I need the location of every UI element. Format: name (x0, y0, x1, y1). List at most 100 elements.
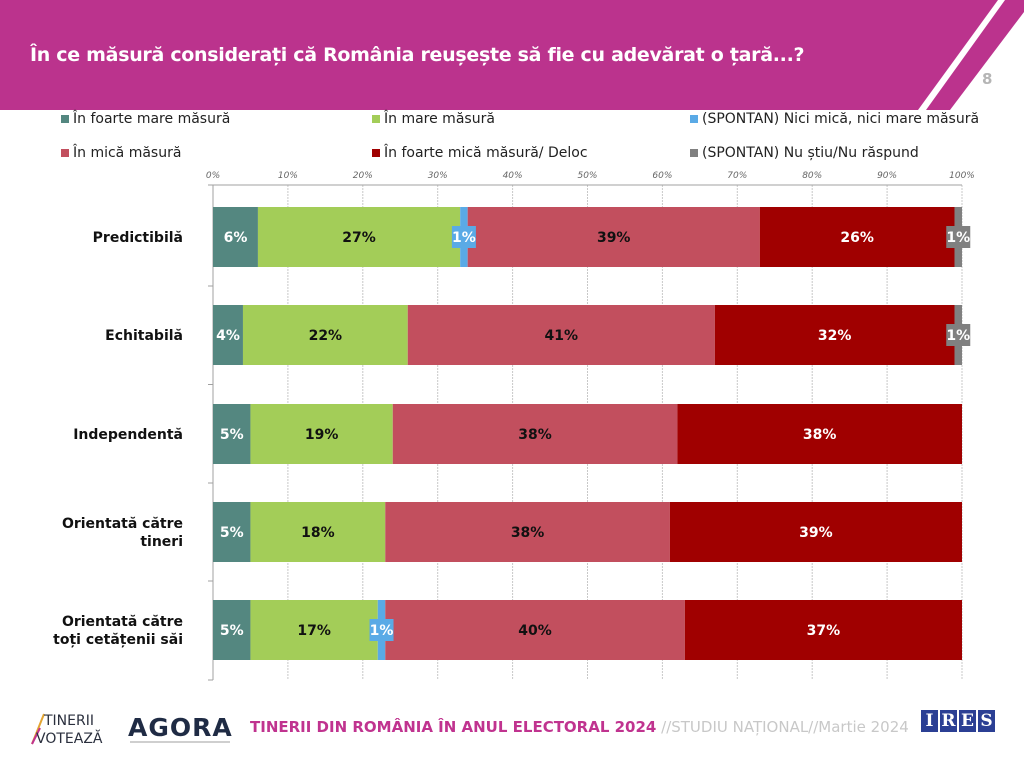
category-label: toți cetățenii săi (53, 632, 183, 648)
ires-letter: S (978, 710, 995, 732)
category-label: Orientată către (62, 516, 183, 532)
data-label: 22% (309, 328, 343, 344)
ires-letter: I (921, 710, 938, 732)
axes: 0% 10% 20% 30% 40% 50% 60% 70% 80% 90% 100% Predict… (53, 171, 975, 681)
bar-segment (213, 600, 251, 660)
data-label: 1% (946, 230, 970, 246)
bar-segment (257, 207, 461, 267)
legend-item-mare: În mare măsură (372, 111, 495, 127)
bar-segment (392, 404, 678, 464)
data-label: 32% (818, 328, 852, 344)
data-label: 6% (224, 230, 248, 246)
legend-swatch (372, 149, 380, 157)
bar-segment (684, 600, 962, 660)
data-label: 40% (518, 623, 552, 639)
data-label: 5% (220, 623, 244, 639)
data-label-box (451, 226, 476, 248)
legend-swatch (690, 149, 698, 157)
logo-voteaza-text: VOTEAZĂ (36, 729, 103, 746)
header-stripe (926, 0, 1024, 110)
x-tick-label: 80% (802, 171, 822, 181)
x-tick-label: 20% (353, 171, 373, 181)
data-label-box (946, 324, 971, 346)
x-tick-label: 100% (949, 171, 975, 181)
legend-item-foarte-mica: În foarte mică măsură/ Deloc (372, 145, 588, 161)
bar-segment (467, 207, 760, 267)
study-subtitle: //STUDIU NAȚIONAL//Martie 2024 (656, 718, 909, 736)
slide-title: În ce măsură considerați că România reuș… (30, 44, 805, 66)
legend-label: În foarte mare măsură (73, 111, 231, 127)
legend-item-mica: În mică măsură (61, 145, 181, 161)
header-band (0, 0, 998, 110)
data-label: 26% (840, 230, 874, 246)
data-label: 4% (216, 328, 240, 344)
page-number: 8 (982, 70, 993, 88)
bar-segment (213, 502, 251, 562)
x-tick-label: 50% (577, 171, 597, 181)
x-tick-label: 0% (206, 171, 220, 181)
bar-segment (714, 305, 955, 365)
category-label: Echitabilă (105, 328, 183, 344)
ires-letter: R (940, 710, 957, 732)
x-tick-label: 70% (727, 171, 747, 181)
data-label: 27% (342, 230, 376, 246)
bar-segment (242, 305, 408, 365)
x-tick-label: 40% (503, 171, 523, 181)
legend-item-spontan-nici: (SPONTAN) Nici mică, nici mare măsură (690, 111, 979, 127)
bar-segment (250, 502, 386, 562)
category-label: Independentă (73, 427, 183, 443)
footer-study-title: TINERII DIN ROMÂNIA ÎN ANUL ELECTORAL 20… (250, 718, 909, 736)
logo-agora-text: AGORA (128, 713, 233, 742)
bar-segment (669, 502, 962, 562)
legend-item-nu-stiu: (SPONTAN) Nu știu/Nu răspund (690, 145, 919, 161)
category-label: Predictibilă (93, 230, 183, 246)
bar-segment (213, 404, 251, 464)
data-label: 18% (301, 525, 335, 541)
bar-segment (213, 305, 243, 365)
bar-segment (677, 404, 962, 464)
data-label: 17% (297, 623, 331, 639)
data-labels: 6% 27% 1% 39% 26% 1% 4% 22% 41% 32% 1% 5% 19% 38% 38% 5… (216, 226, 971, 641)
ires-letter: E (959, 710, 976, 732)
x-tick-label: 10% (278, 171, 298, 181)
data-label: 19% (305, 427, 339, 443)
category-label: tineri (140, 534, 183, 550)
data-label: 5% (220, 525, 244, 541)
data-label: 1% (452, 230, 476, 246)
data-label-box (946, 226, 971, 248)
x-tick-label: 90% (877, 171, 897, 181)
bars (213, 207, 962, 660)
legend-label: În foarte mică măsură/ Deloc (384, 145, 588, 161)
agora-logo: AGORA (128, 712, 238, 750)
legend-swatch (372, 115, 380, 123)
bar-segment (250, 404, 393, 464)
x-tick-label: 30% (428, 171, 448, 181)
ires-logo: I R E S (921, 710, 995, 732)
data-label: 38% (518, 427, 552, 443)
logo-tinerii-text: TINERII (43, 713, 94, 729)
x-tick-label: 60% (652, 171, 672, 181)
agora-mark: AGORA (128, 713, 233, 743)
study-title: TINERII DIN ROMÂNIA ÎN ANUL ELECTORAL 20… (250, 718, 657, 736)
slide-header: În ce măsură considerați că România reuș… (0, 0, 1024, 110)
bar-segment (385, 502, 670, 562)
data-label-box (369, 619, 394, 641)
legend-swatch (61, 115, 69, 123)
data-label: 39% (597, 230, 631, 246)
legend-swatch (690, 115, 698, 123)
legend-label: (SPONTAN) Nu știu/Nu răspund (702, 145, 919, 161)
stacked-bar-chart: 0% 10% 20% 30% 40% 50% 60% 70% 80% 90% 100% Predict… (53, 171, 975, 681)
data-label: 37% (807, 623, 841, 639)
legend-label: În mică măsură (73, 145, 182, 161)
data-label: 39% (799, 525, 833, 541)
legend-swatch (61, 149, 69, 157)
bar-segment (759, 207, 955, 267)
header-banner (0, 0, 1024, 110)
legend-label: (SPONTAN) Nici mică, nici mare măsură (702, 111, 980, 127)
legend-item-foarte-mare: În foarte mare măsură (61, 111, 230, 127)
category-label: Orientată către (62, 614, 183, 630)
data-label: 1% (946, 328, 970, 344)
legend-label: În mare măsură (384, 111, 495, 127)
data-label: 5% (220, 427, 244, 443)
data-label: 38% (803, 427, 837, 443)
